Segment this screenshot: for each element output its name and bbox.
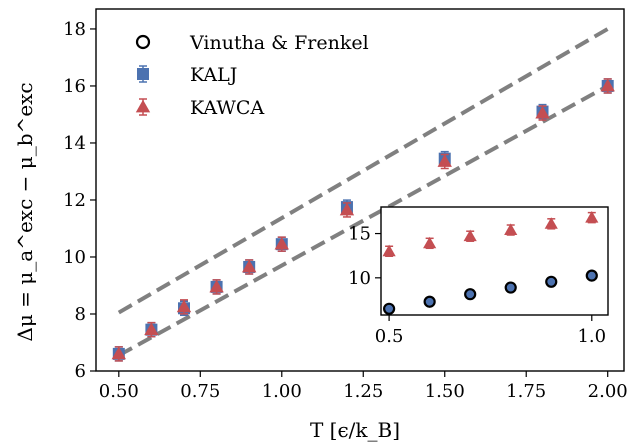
inset-data-point	[545, 275, 558, 288]
data-point	[437, 154, 452, 167]
inset-y-tick-label: 10	[348, 268, 371, 289]
x-tick-label: 2.00	[588, 381, 628, 402]
legend-marker	[135, 99, 151, 113]
x-tick-label: 1.25	[343, 381, 383, 402]
x-tick-label: 1.00	[262, 381, 302, 402]
inset-x-tick-label: 1.0	[577, 326, 606, 347]
y-tick-label: 16	[63, 76, 86, 97]
fit-line	[117, 84, 609, 358]
main-axes: 0.50 0.75 1.00 1.25 1.50 1.75 2.00 6 8 10 12 14 16 18	[63, 8, 628, 402]
legend-marker	[137, 68, 149, 80]
inset-frame	[380, 206, 609, 316]
inset-data-point	[544, 217, 558, 229]
inset-data-point	[382, 244, 396, 257]
data-point	[600, 78, 615, 92]
data-point	[339, 202, 355, 216]
x-tick-label: 1.75	[506, 381, 546, 402]
inset-data-point	[383, 302, 396, 315]
inset-data-point	[423, 236, 437, 249]
inset-data-point	[504, 223, 518, 235]
data-point	[111, 346, 127, 360]
legend-label: KAWCA	[190, 97, 264, 119]
legend-label: KALJ	[190, 64, 237, 86]
inset-data-point	[585, 211, 599, 223]
data-point	[176, 299, 192, 313]
data-point	[144, 322, 159, 336]
y-axis-label: Δμ = μ_a^exc − μ_b^exc	[13, 82, 37, 341]
inset-data-point	[504, 281, 517, 294]
y-tick-label: 14	[63, 133, 86, 154]
y-tick-label: 12	[63, 190, 86, 211]
inset-data-point	[464, 288, 477, 301]
inset-x-tick-label: 0.5	[375, 326, 404, 347]
x-tick-label: 0.50	[99, 381, 139, 402]
inset-data-point	[423, 295, 436, 308]
data-point	[274, 236, 289, 250]
inset-y-tick-label: 15	[348, 224, 371, 245]
x-tick-label: 0.75	[180, 381, 220, 402]
x-axis-label: T [ϵ/k_B]	[310, 418, 400, 442]
legend: Vinutha & Frenkel KALJ KAWCA	[135, 32, 369, 119]
plot-frame	[95, 8, 625, 372]
data-point	[209, 279, 224, 293]
y-tick-label: 6	[75, 361, 86, 382]
x-tick-label: 1.50	[425, 381, 465, 402]
y-tick-label: 10	[63, 247, 86, 268]
fit-line	[117, 27, 609, 315]
y-tick-label: 18	[63, 19, 86, 40]
inset-axes: 0.5 1.0 10 15	[348, 206, 609, 347]
legend-label: Vinutha & Frenkel	[189, 32, 369, 54]
inset-data-point	[463, 229, 477, 242]
inset-data-point	[585, 269, 598, 282]
y-tick-label: 8	[75, 304, 86, 325]
data-point	[535, 105, 550, 119]
legend-marker	[135, 34, 151, 50]
data-point	[241, 259, 257, 273]
